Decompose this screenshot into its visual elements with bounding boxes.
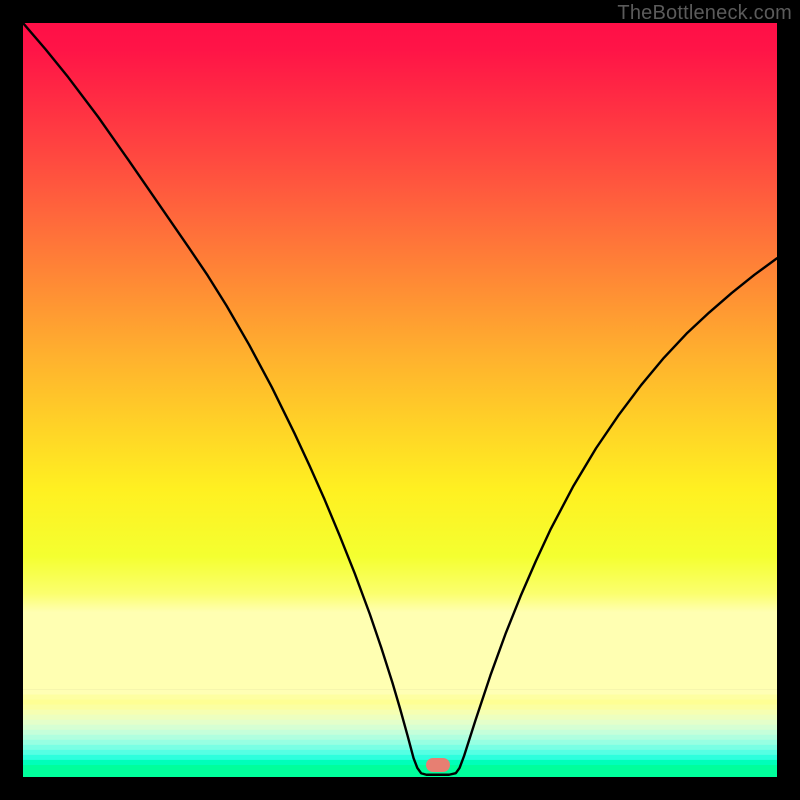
watermark-text: TheBottleneck.com — [617, 2, 792, 25]
bottom-green-bar — [23, 765, 777, 777]
color-band — [23, 745, 777, 751]
color-band — [23, 735, 777, 741]
color-band — [23, 740, 777, 746]
plot-area — [23, 23, 777, 777]
color-band — [23, 690, 777, 696]
chart-stage: TheBottleneck.com — [0, 0, 800, 800]
color-band — [23, 730, 777, 736]
color-band — [23, 695, 777, 701]
minimum-marker — [426, 758, 450, 772]
color-band — [23, 760, 777, 766]
lower-color-bands — [23, 690, 777, 766]
color-band — [23, 715, 777, 721]
color-band — [23, 750, 777, 756]
plot-svg — [23, 23, 777, 777]
color-band — [23, 720, 777, 726]
color-band — [23, 725, 777, 731]
color-band — [23, 755, 777, 761]
